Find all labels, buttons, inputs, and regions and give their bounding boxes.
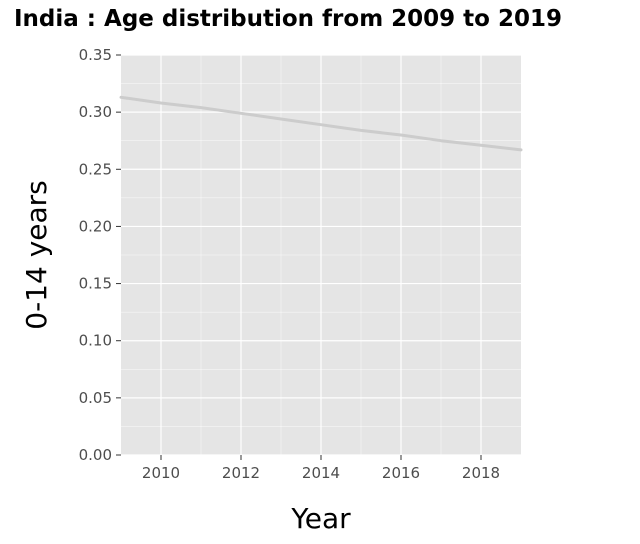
x-axis: 2010 2012 2014 2016 2018 (142, 455, 500, 482)
x-tick-label: 2014 (302, 464, 340, 482)
x-tick-label: 2012 (222, 464, 260, 482)
y-axis: 0.00 0.05 0.10 0.15 0.20 0.25 0.30 0.35 (79, 46, 121, 464)
series-line (119, 95, 523, 152)
series-group (119, 95, 523, 152)
y-tick-label: 0.20 (79, 217, 112, 235)
y-tick-label: 0.10 (79, 332, 112, 350)
x-tick-label: 2010 (142, 464, 180, 482)
x-axis-title: Year (290, 502, 351, 535)
x-tick-label: 2016 (382, 464, 420, 482)
y-axis-title: 0-14 years (20, 180, 53, 330)
y-tick-label: 0.25 (79, 160, 112, 178)
chart-title: India : Age distribution from 2009 to 20… (14, 6, 563, 32)
y-tick-label: 0.35 (79, 46, 112, 64)
y-tick-label: 0.15 (79, 275, 112, 293)
y-tick-label: 0.30 (79, 103, 112, 121)
y-tick-label: 0.05 (79, 389, 112, 407)
y-tick-label: 0.00 (79, 446, 112, 464)
x-tick-label: 2018 (462, 464, 500, 482)
